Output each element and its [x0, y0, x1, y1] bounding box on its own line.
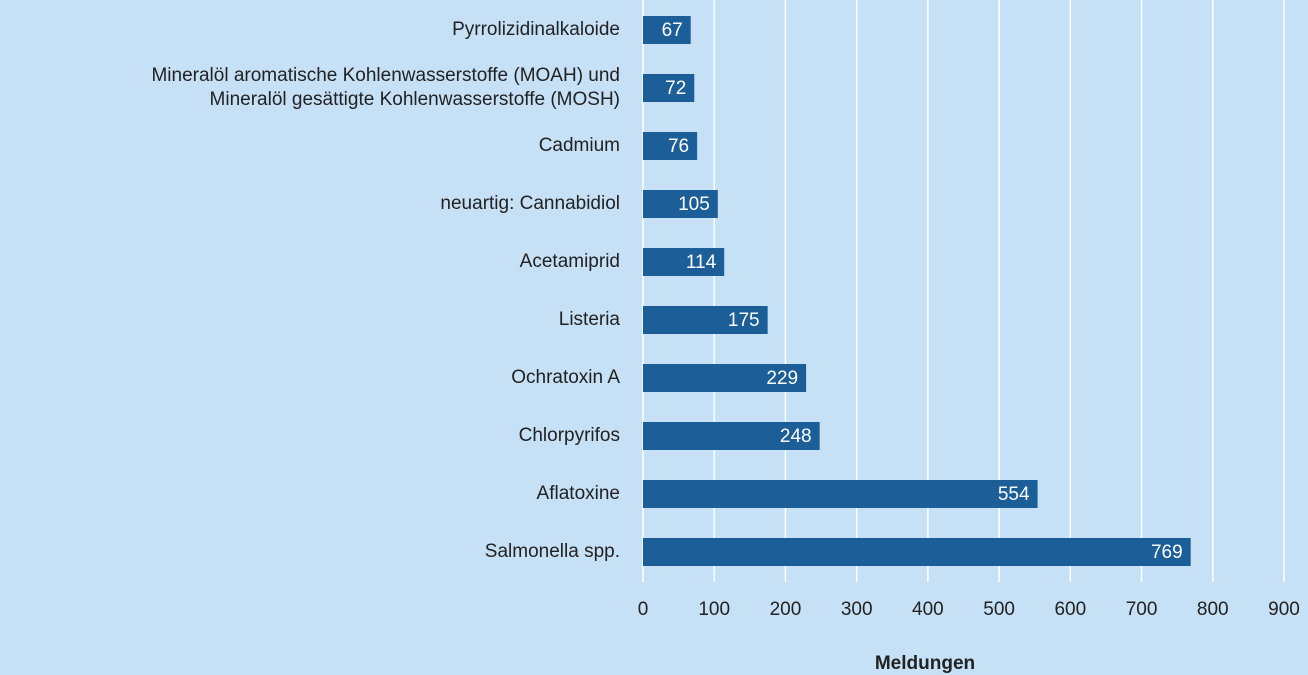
category-label-line: Mineralöl gesättigte Kohlenwasserstoffe … — [210, 89, 620, 110]
category-label: Acetamiprid — [520, 251, 620, 272]
bar — [643, 306, 768, 334]
x-tick-label: 500 — [983, 599, 1015, 620]
category-label: Ochratoxin A — [511, 367, 620, 388]
value-label: 114 — [686, 252, 717, 273]
value-label: 769 — [1151, 542, 1183, 563]
x-tick-label: 300 — [841, 599, 873, 620]
category-label-line: Aflatoxine — [537, 483, 620, 504]
bar — [643, 364, 807, 392]
category-label: Mineralöl aromatische Kohlenwasserstoffe… — [151, 65, 620, 110]
category-label: Cadmium — [539, 135, 620, 156]
x-tick-label: 200 — [770, 599, 802, 620]
value-label: 105 — [678, 194, 710, 215]
category-label: Chlorpyrifos — [519, 425, 620, 446]
category-label: Salmonella spp. — [485, 541, 620, 562]
category-label-line: Listeria — [559, 309, 621, 330]
category-label: Listeria — [559, 309, 621, 330]
category-label: Aflatoxine — [537, 483, 620, 504]
x-tick-label: 800 — [1197, 599, 1229, 620]
x-tick-label: 400 — [912, 599, 944, 620]
category-label: neuartig: Cannabidiol — [440, 193, 620, 214]
x-tick-label: 600 — [1054, 599, 1086, 620]
bar — [643, 480, 1038, 508]
bar — [643, 538, 1191, 566]
x-axis-title: Meldungen — [875, 653, 975, 674]
category-label-line: Mineralöl aromatische Kohlenwasserstoffe… — [151, 65, 620, 86]
value-label: 76 — [668, 136, 689, 157]
category-label-line: Ochratoxin A — [511, 367, 620, 388]
x-tick-label: 100 — [698, 599, 730, 620]
bar — [643, 190, 718, 218]
value-label: 248 — [780, 426, 812, 447]
bar — [643, 74, 695, 102]
value-label: 554 — [998, 484, 1030, 505]
category-label: Pyrrolizidinalkaloide — [452, 19, 620, 40]
bar — [643, 248, 725, 276]
category-label-line: Acetamiprid — [520, 251, 620, 272]
value-label: 72 — [665, 78, 686, 99]
bar — [643, 16, 691, 44]
category-label-line: Cadmium — [539, 135, 620, 156]
category-label-line: Chlorpyrifos — [519, 425, 620, 446]
x-tick-label: 0 — [638, 599, 649, 620]
category-label-line: neuartig: Cannabidiol — [440, 193, 620, 214]
category-label-line: Salmonella spp. — [485, 541, 620, 562]
value-label: 229 — [766, 368, 798, 389]
value-label: 67 — [662, 20, 683, 41]
x-tick-label: 700 — [1126, 599, 1158, 620]
category-label-line: Pyrrolizidinalkaloide — [452, 19, 620, 40]
bar — [643, 422, 820, 450]
value-label: 175 — [728, 310, 760, 331]
x-tick-label: 900 — [1268, 599, 1300, 620]
bar — [643, 132, 698, 160]
